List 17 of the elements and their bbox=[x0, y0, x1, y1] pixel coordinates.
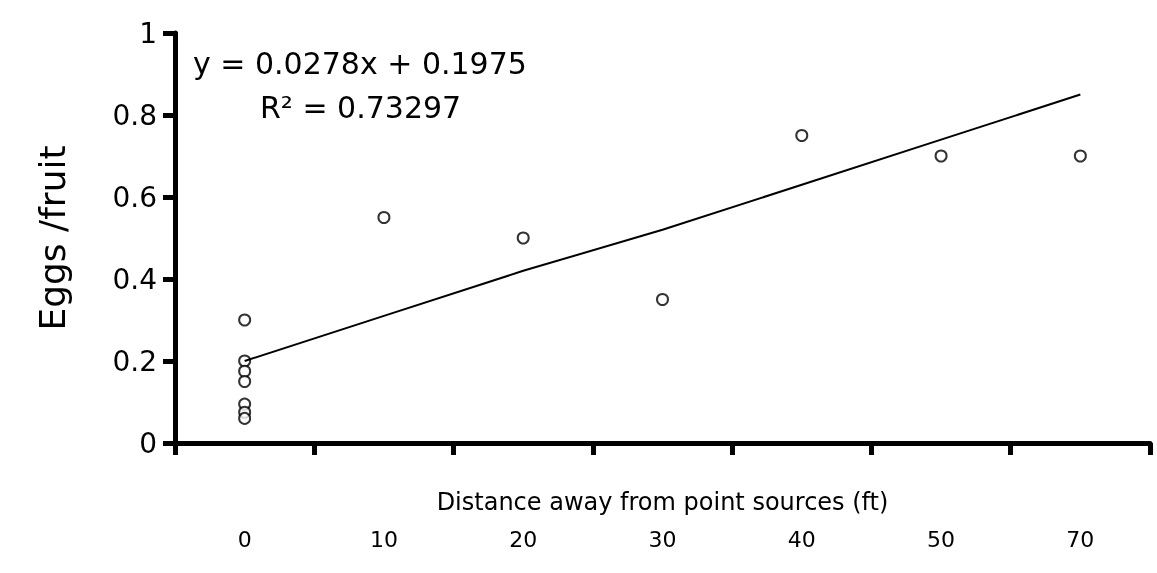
y-tick-label: 0 bbox=[139, 426, 157, 460]
x-tick-label: 70 bbox=[1066, 526, 1095, 552]
x-tick-label: 50 bbox=[927, 526, 956, 552]
annotation: y = 0.0278x + 0.1975 bbox=[193, 45, 527, 81]
y-tick-label: 0.4 bbox=[112, 262, 157, 296]
y-tick-label: 0.8 bbox=[112, 98, 157, 132]
y-tick-label: 0.2 bbox=[112, 344, 157, 378]
y-tick-label: 0.6 bbox=[112, 180, 157, 214]
x-axis-title: Distance away from point sources (ft) bbox=[436, 488, 889, 516]
annotation: R² = 0.73297 bbox=[260, 89, 462, 125]
x-tick-label: 40 bbox=[787, 526, 816, 552]
y-axis-title: Eggs /fruit bbox=[31, 145, 73, 331]
x-tick-label: 0 bbox=[237, 526, 252, 552]
x-tick-label: 20 bbox=[509, 526, 538, 552]
y-tick-label: 1 bbox=[139, 16, 157, 50]
x-tick-label: 10 bbox=[369, 526, 398, 552]
x-tick-label: 30 bbox=[648, 526, 677, 552]
